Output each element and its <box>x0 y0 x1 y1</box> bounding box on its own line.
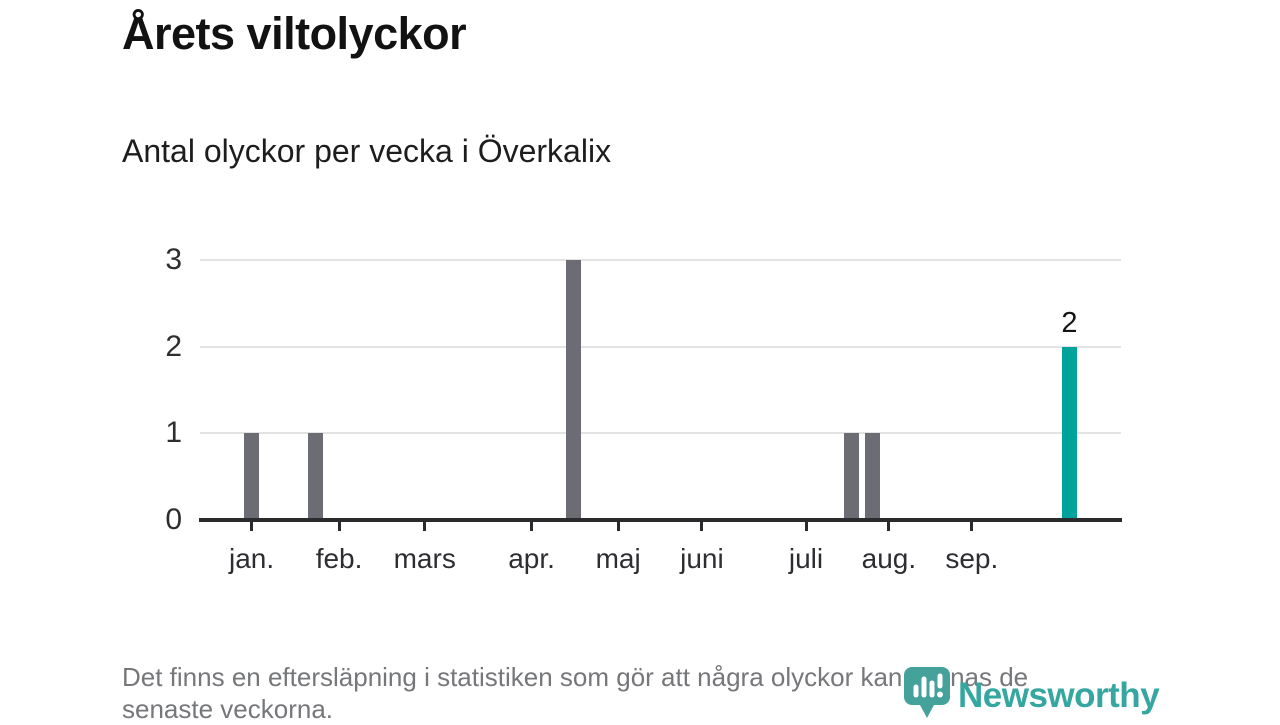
y-axis-tick-label: 1 <box>165 416 182 450</box>
x-axis-line <box>199 518 1122 522</box>
footer-note-line: Det finns en eftersläpning i statistiken… <box>122 662 1029 692</box>
x-axis-month-label: sep. <box>945 543 999 574</box>
bar <box>843 433 859 519</box>
x-axis-tick <box>804 518 808 531</box>
x-axis-tick <box>423 518 427 531</box>
chart-subtitle: Antal olyckor per vecka i Överkalix <box>122 133 612 169</box>
bar <box>244 433 260 519</box>
x-axis-month-label: maj <box>595 543 641 574</box>
newsworthy-logo: Newsworthy <box>903 666 1160 719</box>
x-axis-tick <box>970 518 974 531</box>
bar <box>1061 346 1077 519</box>
x-axis-tick <box>616 518 620 531</box>
gridline <box>200 432 1121 435</box>
x-axis-tick <box>250 518 254 531</box>
y-axis-tick-label: 2 <box>165 329 182 363</box>
footer-note: Det finns en eftersläpning i statistiken… <box>122 661 1028 725</box>
gridline <box>200 345 1121 348</box>
x-axis-month-label: feb. <box>315 543 363 574</box>
x-axis-tick <box>700 518 704 531</box>
x-axis-month-label: aug. <box>861 543 917 574</box>
footer-note-line: senaste veckorna. <box>122 694 334 724</box>
newsworthy-speech-bubble-barchart-icon <box>904 667 950 718</box>
bar <box>307 433 323 519</box>
page-title: Årets viltolyckor <box>122 8 467 59</box>
y-axis-tick-label: 3 <box>165 243 182 276</box>
gridline <box>200 259 1121 261</box>
bar <box>864 433 880 519</box>
newsworthy-wordmark: Newsworthy <box>958 676 1160 715</box>
bar <box>566 260 582 519</box>
x-axis-tick <box>530 518 534 531</box>
bar-value-label: 2 <box>1061 306 1078 339</box>
x-axis-month-label: juli <box>788 543 824 574</box>
x-axis-tick <box>887 518 891 531</box>
x-axis-month-label: juni <box>680 543 724 574</box>
x-axis-month-label: mars <box>393 543 456 574</box>
y-axis-tick-label: 0 <box>165 503 182 536</box>
x-axis-month-label: jan. <box>228 543 275 574</box>
x-axis-tick <box>337 518 341 531</box>
x-axis-month-label: apr. <box>508 543 555 574</box>
